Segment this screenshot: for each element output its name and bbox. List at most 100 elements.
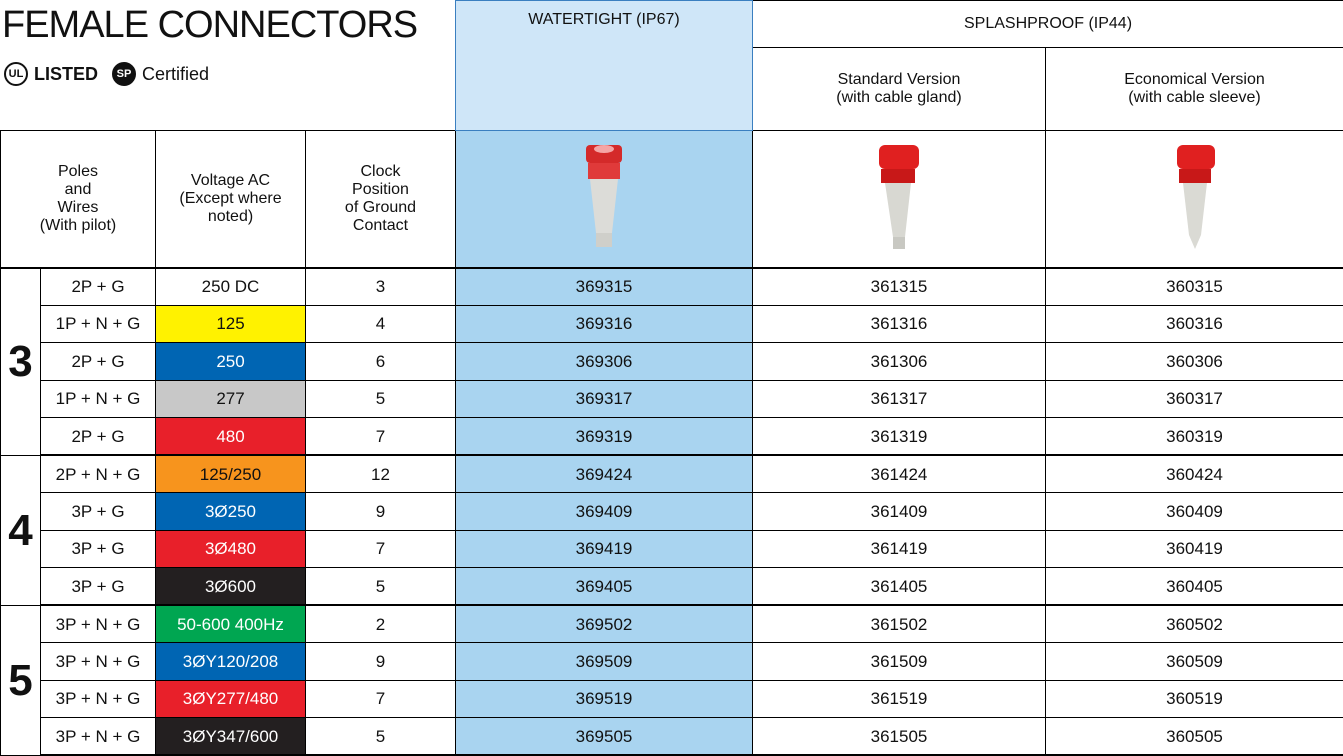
economical-part: 360409 <box>1046 493 1343 531</box>
clock: 12 <box>306 455 456 493</box>
watertight-part: 369317 <box>456 380 753 418</box>
watertight-part: 369502 <box>456 605 753 643</box>
watertight-part: 369419 <box>456 530 753 568</box>
clock: 5 <box>306 718 456 756</box>
voltage: 277 <box>156 380 306 418</box>
clock: 7 <box>306 418 456 456</box>
clock: 3 <box>306 268 456 306</box>
clock: 6 <box>306 343 456 381</box>
line: (Except where <box>156 190 305 208</box>
standard-part: 361405 <box>753 568 1046 606</box>
clock: 5 <box>306 380 456 418</box>
group-label: 4 <box>1 455 41 605</box>
clock: 9 <box>306 643 456 681</box>
watertight-part: 369306 <box>456 343 753 381</box>
voltage: 250 <box>156 343 306 381</box>
watertight-part: 369509 <box>456 643 753 681</box>
standard-part: 361519 <box>753 680 1046 718</box>
clock: 9 <box>306 493 456 531</box>
title: FEMALE CONNECTORS <box>2 4 417 46</box>
standard-part: 361409 <box>753 493 1046 531</box>
standard-part: 361319 <box>753 418 1046 456</box>
standard-header: Standard Version(with cable gland) <box>753 48 1046 131</box>
table: WATERTIGHT (IP67) SPLASHPROOF (IP44) Sta… <box>0 0 1343 756</box>
economical-part: 360319 <box>1046 418 1343 456</box>
line: Standard Version <box>753 71 1045 89</box>
splashproof-header: SPLASHPROOF (IP44) <box>753 1 1343 48</box>
standard-part: 361419 <box>753 530 1046 568</box>
poles: 2P + G <box>41 418 156 456</box>
poles: 3P + N + G <box>41 643 156 681</box>
poles: 3P + N + G <box>41 718 156 756</box>
line: Poles <box>1 163 155 181</box>
watertight-part: 369316 <box>456 305 753 343</box>
standard-part: 361509 <box>753 643 1046 681</box>
economical-part: 360316 <box>1046 305 1343 343</box>
watertight-part: 369519 <box>456 680 753 718</box>
line: Wires <box>1 199 155 217</box>
poles: 2P + G <box>41 343 156 381</box>
standard-part: 361315 <box>753 268 1046 306</box>
certified: Certified <box>142 64 209 85</box>
poles: 3P + G <box>41 568 156 606</box>
line: noted) <box>156 208 305 226</box>
watertight-part: 369505 <box>456 718 753 756</box>
standard-part: 361306 <box>753 343 1046 381</box>
economical-part: 360519 <box>1046 680 1343 718</box>
voltage: 3Ø480 <box>156 530 306 568</box>
economical-part: 360317 <box>1046 380 1343 418</box>
voltage: 3ØY347/600 <box>156 718 306 756</box>
economical-part: 360419 <box>1046 530 1343 568</box>
voltage: 3ØY277/480 <box>156 680 306 718</box>
poles: 3P + G <box>41 530 156 568</box>
watertight-part: 369319 <box>456 418 753 456</box>
page: FEMALE CONNECTORS UL LISTED SP Certified… <box>0 0 1343 755</box>
watertight-part: 369315 <box>456 268 753 306</box>
voltage: 480 <box>156 418 306 456</box>
image-cell <box>456 131 753 268</box>
clock: 2 <box>306 605 456 643</box>
voltage: 50-600 400Hz <box>156 605 306 643</box>
poles: 3P + N + G <box>41 680 156 718</box>
connector-image <box>574 137 634 257</box>
logos: UL LISTED SP Certified <box>4 62 209 86</box>
voltage: 3Ø250 <box>156 493 306 531</box>
poles: 3P + N + G <box>41 605 156 643</box>
line: Position <box>306 181 455 199</box>
poles: 1P + N + G <box>41 305 156 343</box>
line: Voltage AC <box>156 172 305 190</box>
clock: 5 <box>306 568 456 606</box>
listed: LISTED <box>34 64 98 85</box>
clock: 4 <box>306 305 456 343</box>
economical-part: 360306 <box>1046 343 1343 381</box>
economical-part: 360509 <box>1046 643 1343 681</box>
poles: 2P + N + G <box>41 455 156 493</box>
poles: 3P + G <box>41 493 156 531</box>
clock: 7 <box>306 680 456 718</box>
ul-logo: UL <box>4 62 28 86</box>
standard-part: 361505 <box>753 718 1046 756</box>
voltage: 125/250 <box>156 455 306 493</box>
watertight-part: 369405 <box>456 568 753 606</box>
standard-part: 361424 <box>753 455 1046 493</box>
image-cell <box>1046 131 1343 268</box>
standard-part: 361317 <box>753 380 1046 418</box>
watertight-part: 369409 <box>456 493 753 531</box>
line: Clock <box>306 163 455 181</box>
watertight-part: 369424 <box>456 455 753 493</box>
group-label: 3 <box>1 268 41 456</box>
